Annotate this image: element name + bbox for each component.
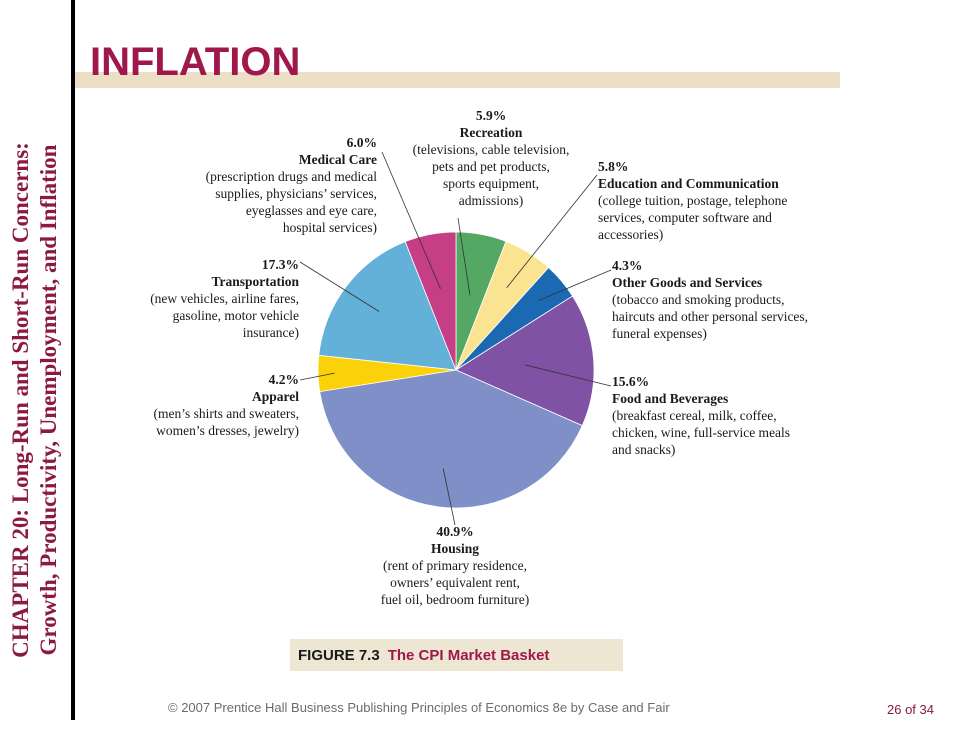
slice-description: supplies, physicians’ services, — [215, 186, 377, 201]
pie-slice-medical-care — [404, 231, 457, 371]
pie-slice-housing — [319, 369, 583, 509]
slice-percent: 40.9% — [436, 524, 473, 539]
page-title: INFLATION — [90, 40, 301, 84]
leader-line-housing — [442, 468, 456, 526]
slice-description: (breakfast cereal, milk, coffee, — [612, 408, 777, 423]
slice-description: haircuts and other personal services, — [612, 309, 808, 324]
page-number: 26 of 34 — [887, 702, 934, 717]
slice-description: admissions) — [459, 193, 524, 208]
slice-description: (men’s shirts and sweaters, — [154, 406, 299, 421]
slice-percent: 5.8% — [598, 159, 628, 174]
slice-percent: 6.0% — [347, 135, 377, 150]
figure-caption-text: The CPI Market Basket — [387, 647, 550, 664]
figure-caption-box — [290, 639, 623, 671]
slice-description: owners’ equivalent rent, — [390, 575, 520, 590]
slice-description: accessories) — [598, 227, 663, 242]
leader-line-transportation — [299, 261, 380, 312]
slice-description: fuel oil, bedroom furniture) — [381, 592, 529, 607]
slice-description: pets and pet products, — [432, 159, 550, 174]
slice-description: eyeglasses and eye care, — [246, 203, 377, 218]
footer-copyright: © 2007 Prentice Hall Business Publishing… — [168, 700, 670, 715]
slice-name: Medical Care — [299, 152, 377, 167]
slice-description: (rent of primary residence, — [383, 558, 527, 573]
slice-name: Transportation — [211, 274, 299, 289]
slice-name: Food and Beverages — [612, 391, 728, 406]
slice-label-apparel: 4.2% Apparel (men’s shirts and sweaters, wo… — [154, 372, 300, 438]
leader-line-other-goods-and-services — [538, 269, 612, 301]
slice-description: services, computer software and — [598, 210, 772, 225]
slice-label-housing: 40.9% Housing (rent of primary residence, o… — [381, 524, 529, 607]
slice-description: (prescription drugs and medical — [206, 169, 378, 184]
slice-description: chicken, wine, full-service meals — [612, 425, 790, 440]
slice-label-food-and-beverages: 15.6% Food and Beverages (breakfast cereal… — [612, 374, 790, 457]
cpi-pie-chart: 5.9% Recreation (televisions, cable televi… — [150, 108, 808, 607]
slice-percent: 4.2% — [269, 372, 299, 387]
slice-description: and snacks) — [612, 442, 675, 457]
slice-percent: 15.6% — [612, 374, 649, 389]
figure-number: FIGURE 7.3 — [298, 647, 380, 664]
slice-description: (tobacco and smoking products, — [612, 292, 784, 307]
leader-line-food-and-beverages — [524, 364, 612, 387]
slice-name: Apparel — [252, 389, 299, 404]
slice-percent: 17.3% — [262, 257, 299, 272]
slice-description: women’s dresses, jewelry) — [156, 423, 299, 438]
slice-name: Other Goods and Services — [612, 275, 762, 290]
leader-line-medical-care — [381, 151, 441, 289]
slice-description: funeral expenses) — [612, 326, 707, 341]
slice-percent: 5.9% — [476, 108, 506, 123]
pie-slice-transportation — [318, 241, 457, 371]
slice-description: (college tuition, postage, telephone — [598, 193, 787, 208]
leader-line-education-and-communication — [506, 174, 598, 289]
slice-name: Recreation — [460, 125, 523, 140]
slice-name: Housing — [431, 541, 479, 556]
slice-label-medical-care: 6.0% Medical Care (prescription drugs and … — [206, 135, 378, 235]
title-band — [75, 72, 840, 88]
slice-label-other-goods-and-services: 4.3% Other Goods and Services (tobacco and… — [612, 258, 808, 341]
pie-slice-food-and-beverages — [455, 295, 595, 427]
slice-description: gasoline, motor vehicle — [173, 308, 299, 323]
sidebar-divider — [71, 0, 75, 720]
slice-description: (televisions, cable television, — [413, 142, 570, 157]
slice-label-recreation: 5.9% Recreation (televisions, cable televi… — [413, 108, 570, 208]
slice-name: Education and Communication — [598, 176, 779, 191]
slice-percent: 4.3% — [612, 258, 642, 273]
leader-line-apparel — [299, 372, 335, 381]
slice-description: sports equipment, — [443, 176, 539, 191]
slice-description: (new vehicles, airline fares, — [150, 291, 299, 306]
figure-caption: FIGURE 7.3 The CPI Market Basket — [298, 647, 549, 664]
slice-label-transportation: 17.3% Transportation (new vehicles, airlin… — [150, 257, 299, 340]
leader-line-recreation — [457, 217, 471, 296]
slice-label-education-and-communication: 5.8% Education and Communication (college … — [598, 159, 787, 242]
slice-description: hospital services) — [283, 220, 377, 235]
slice-description: insurance) — [243, 325, 299, 340]
